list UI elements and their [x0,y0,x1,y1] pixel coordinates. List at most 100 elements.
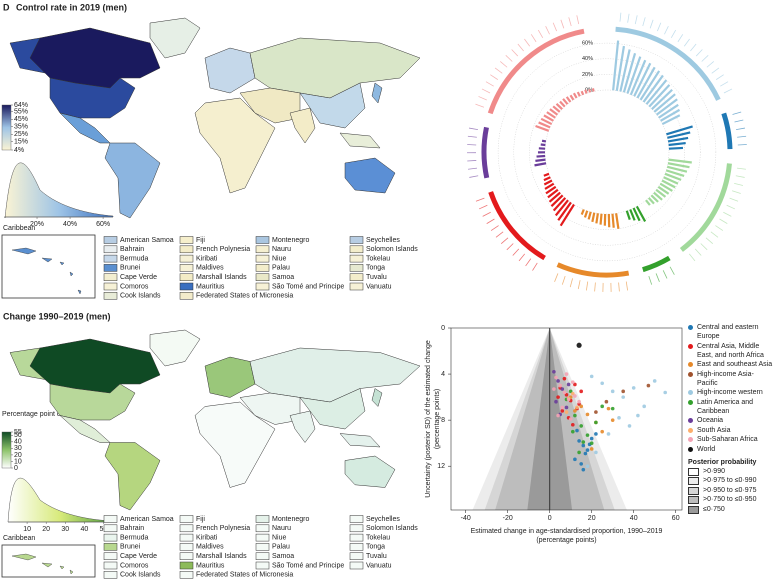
island-name: American Samoa [120,237,174,244]
radial-bar [549,108,559,116]
country-label-stub [734,119,744,123]
radial-bar [562,98,569,105]
legend-label: >0·750 to ≤0·950 [703,496,757,503]
country-label-stub [677,34,684,43]
country-label-stub [490,74,499,80]
density-tick-label: 40 [80,526,88,533]
island-name: Mauritius [196,562,225,569]
island-swatch [255,543,270,551]
region-ring [556,262,630,278]
country-label-stub [695,49,703,57]
country-label-stub [670,29,677,39]
island-name: Cape Verde [120,553,157,560]
country-label-stub [715,225,724,231]
legend-entry: High-income western [688,388,774,397]
radial-bar [559,100,566,108]
country-label-stub [468,167,478,170]
legend-marker [688,446,693,452]
colorbar-label: 30 [14,445,22,452]
legend-label: >0·990 [703,467,725,475]
radial-bar [615,45,626,91]
country-label-stub [732,190,741,194]
data-point [554,375,558,380]
legend-entry: >0·990 [688,467,774,476]
density-tick-label: 50 [100,526,108,533]
radial-bar [550,194,564,208]
caribbean-map [11,553,74,575]
legend-swatch [688,486,699,495]
radial-bar [546,111,556,119]
data-point [571,422,575,427]
colorbar-label: 40 [14,439,22,446]
data-point [600,381,604,386]
island-name: Samoa [272,553,294,560]
y-axis-label: (percentage points) [434,389,441,449]
island-name: Federated States of Micronesia [196,572,293,579]
island-name: Bermuda [120,255,149,262]
country-label-stub [468,127,478,130]
legend-entry: Oceania [688,416,774,425]
island-swatch [349,273,364,281]
data-point [606,406,611,411]
island-swatch [179,236,194,244]
data-point [642,404,646,409]
country-label-stub [720,81,729,87]
radial-bar [545,185,557,195]
radial-bar [536,154,546,158]
x-tick-label: 20 [588,515,596,522]
radial-bar [642,74,664,103]
country-label-stub [736,127,746,130]
density-curve [4,162,114,219]
data-point [577,399,581,404]
island-name: Niue [272,255,287,262]
legend-entry: >0·975 to ≤0·990 [688,476,774,485]
radial-bar [635,205,647,222]
data-point [566,397,571,402]
data-point [627,424,632,428]
data-point [585,433,590,437]
country-label-stub [478,204,488,210]
country-label-stub [469,175,479,178]
island-swatch [349,524,364,533]
radial-bar [653,191,663,201]
x-tick-label: -40 [461,515,471,522]
island-name: Comoros [120,283,149,290]
x-tick-label: 40 [630,515,638,522]
country-label-stub [735,175,745,178]
country-label-stub [729,197,739,202]
data-point [583,451,588,456]
country-label-stub [683,38,690,47]
data-point [594,450,598,455]
country-label-stub [694,248,702,256]
radial-bar [650,194,659,203]
country-label-stub [490,225,499,231]
legend-title: Percentage point change [2,411,80,418]
region-ring [481,126,490,179]
island-swatch [103,236,118,244]
country-label-stub [524,38,531,47]
radial-bar [659,182,673,192]
x-tick-label: 60 [672,515,680,522]
island-swatch [179,254,194,263]
island-swatch [103,292,118,300]
country-label-stub [530,34,537,43]
radial-bar [622,52,637,93]
radial-bar [664,172,682,181]
radial-bar [647,197,655,205]
legend-label: World [697,445,716,453]
legend-label: High-income western [697,389,763,396]
island-name: Maldives [196,544,224,551]
country-label-stub [649,19,654,29]
radial-bar [645,199,651,206]
legend-entry: World [688,445,774,454]
legend-label: Central and eastern Europe [697,324,759,340]
data-point [589,447,594,451]
plot-area [472,328,667,510]
colorbar-label: 4% [14,147,24,154]
country-label-stub [568,17,572,27]
island-name: Vanuatu [366,283,392,290]
colorbar-label: 10 [14,458,22,465]
island-swatch [179,245,194,254]
data-point [573,394,577,398]
country-shape [29,27,161,89]
